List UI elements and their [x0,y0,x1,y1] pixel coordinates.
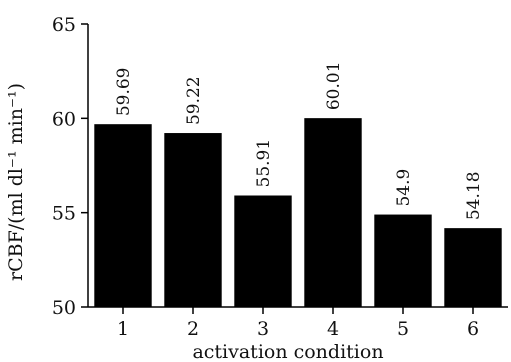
x-tick-label: 6 [467,318,479,340]
y-axis-title: rCBF/(ml dl⁻¹ min⁻¹) [5,83,27,281]
x-tick-label: 1 [117,318,129,340]
x-axis-title: activation condition [192,341,383,362]
x-tick-label: 4 [327,318,339,340]
y-tick-label: 55 [52,203,76,225]
data-label: 54.18 [464,171,484,220]
data-label: 54.9 [394,169,414,207]
y-tick-label: 65 [52,14,76,36]
data-label: 59.22 [184,76,204,125]
x-tick-label: 2 [187,318,199,340]
y-tick-label: 60 [52,108,76,130]
x-tick-label: 3 [257,318,269,340]
plot-area: 50 55 60 65 1 59.69 2 59.22 3 55.91 4 60.01 5 54.9 6 54… [52,14,502,340]
x-tick-label: 5 [397,318,409,340]
bar [234,195,292,307]
data-label: 55.91 [254,139,274,188]
data-label: 60.01 [324,61,344,110]
bar [164,133,222,307]
bar [304,118,362,307]
bar [444,228,502,307]
data-label: 59.69 [114,68,134,117]
bar [94,124,152,307]
bar [374,214,432,307]
y-tick-label: 50 [52,297,76,319]
